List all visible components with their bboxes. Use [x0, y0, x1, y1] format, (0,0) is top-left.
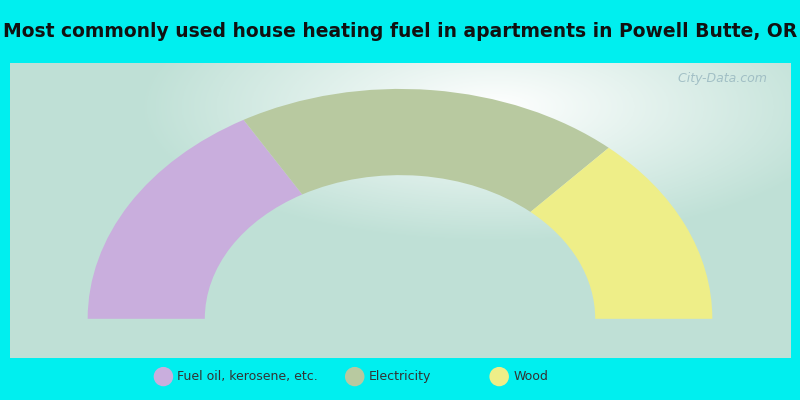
Text: Most commonly used house heating fuel in apartments in Powell Butte, OR: Most commonly used house heating fuel in… [3, 22, 797, 41]
Ellipse shape [490, 367, 509, 386]
Wedge shape [243, 89, 609, 212]
Wedge shape [88, 120, 302, 319]
Text: City-Data.com: City-Data.com [670, 72, 767, 85]
Wedge shape [530, 148, 712, 319]
Text: Electricity: Electricity [369, 370, 431, 383]
Text: Fuel oil, kerosene, etc.: Fuel oil, kerosene, etc. [178, 370, 318, 383]
Ellipse shape [154, 367, 173, 386]
Ellipse shape [345, 367, 365, 386]
Text: Wood: Wood [514, 370, 548, 383]
